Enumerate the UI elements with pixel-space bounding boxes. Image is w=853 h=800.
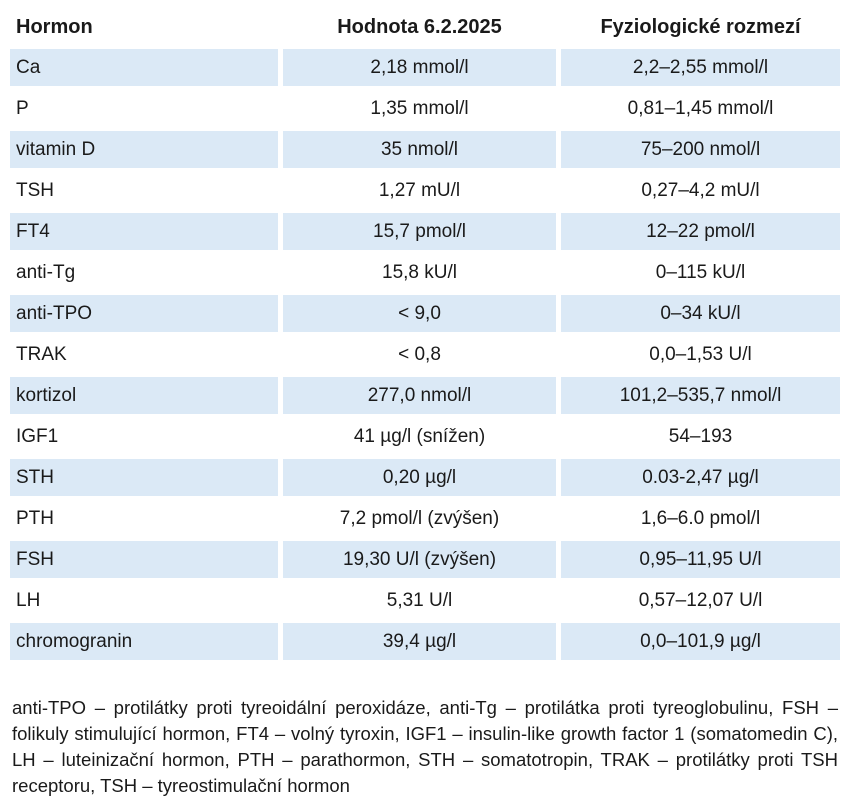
cell-range: 0,0–1,53 U/l [561, 336, 840, 373]
table-row: anti-TPO < 9,0 0–34 kU/l [10, 295, 840, 332]
cell-value: 1,35 mmol/l [283, 90, 556, 127]
cell-value: 15,7 pmol/l [283, 213, 556, 250]
table-row: IGF1 41 µg/l (snížen) 54–193 [10, 418, 840, 455]
cell-hormon: IGF1 [10, 418, 278, 455]
header-hormon: Hormon [16, 15, 93, 38]
cell-hormon: vitamin D [10, 131, 278, 168]
cell-range: 75–200 nmol/l [561, 131, 840, 168]
cell-hormon: TRAK [10, 336, 278, 373]
cell-range: 0,57–12,07 U/l [561, 582, 840, 619]
cell-range: 2,2–2,55 mmol/l [561, 49, 840, 86]
cell-range: 0.03-2,47 µg/l [561, 459, 840, 496]
table-row: PTH 7,2 pmol/l (zvýšen) 1,6–6.0 pmol/l [10, 500, 840, 537]
cell-range: 101,2–535,7 nmol/l [561, 377, 840, 414]
cell-hormon: anti-Tg [10, 254, 278, 291]
cell-hormon: anti-TPO [10, 295, 278, 332]
header-value: Hodnota 6.2.2025 [337, 15, 502, 38]
cell-value: 0,20 µg/l [283, 459, 556, 496]
cell-range: 0,27–4,2 mU/l [561, 172, 840, 209]
hormone-table: Hormon Hodnota 6.2.2025 Fyziologické roz… [5, 5, 845, 664]
cell-value: < 9,0 [283, 295, 556, 332]
table-row: TSH 1,27 mU/l 0,27–4,2 mU/l [10, 172, 840, 209]
header-range: Fyziologické rozmezí [600, 15, 801, 38]
cell-hormon: P [10, 90, 278, 127]
table-row: STH 0,20 µg/l 0.03-2,47 µg/l [10, 459, 840, 496]
cell-range: 0–34 kU/l [561, 295, 840, 332]
cell-value: 39,4 µg/l [283, 623, 556, 660]
cell-hormon: Ca [10, 49, 278, 86]
cell-hormon: TSH [10, 172, 278, 209]
cell-value: 277,0 nmol/l [283, 377, 556, 414]
table-row: kortizol 277,0 nmol/l 101,2–535,7 nmol/l [10, 377, 840, 414]
cell-value: 2,18 mmol/l [283, 49, 556, 86]
cell-range: 0–115 kU/l [561, 254, 840, 291]
cell-value: 15,8 kU/l [283, 254, 556, 291]
table-row: anti-Tg 15,8 kU/l 0–115 kU/l [10, 254, 840, 291]
cell-range: 12–22 pmol/l [561, 213, 840, 250]
cell-range: 54–193 [561, 418, 840, 455]
table-row: FT4 15,7 pmol/l 12–22 pmol/l [10, 213, 840, 250]
cell-range: 1,6–6.0 pmol/l [561, 500, 840, 537]
cell-hormon: LH [10, 582, 278, 619]
cell-hormon: chromogranin [10, 623, 278, 660]
cell-value: 1,27 mU/l [283, 172, 556, 209]
cell-value: 5,31 U/l [283, 582, 556, 619]
table-body: Ca 2,18 mmol/l 2,2–2,55 mmol/l P 1,35 mmol/l… [10, 49, 840, 660]
cell-value: 19,30 U/l (zvýšen) [283, 541, 556, 578]
table-row: chromogranin 39,4 µg/l 0,0–101,9 µg/l [10, 623, 840, 660]
table-row: Ca 2,18 mmol/l 2,2–2,55 mmol/l [10, 49, 840, 86]
table-footnote: anti-TPO – protilátky proti tyreoidální … [12, 696, 838, 796]
cell-value: < 0,8 [283, 336, 556, 373]
cell-hormon: kortizol [10, 377, 278, 414]
cell-hormon: FSH [10, 541, 278, 578]
cell-value: 41 µg/l (snížen) [283, 418, 556, 455]
table-row: vitamin D 35 nmol/l 75–200 nmol/l [10, 131, 840, 168]
cell-range: 0,81–1,45 mmol/l [561, 90, 840, 127]
table-row: FSH 19,30 U/l (zvýšen) 0,95–11,95 U/l [10, 541, 840, 578]
table-row: TRAK < 0,8 0,0–1,53 U/l [10, 336, 840, 373]
cell-value: 7,2 pmol/l (zvýšen) [283, 500, 556, 537]
table-row: P 1,35 mmol/l 0,81–1,45 mmol/l [10, 90, 840, 127]
cell-hormon: PTH [10, 500, 278, 537]
header-row: Hormon Hodnota 6.2.2025 Fyziologické roz… [10, 9, 840, 45]
table-header: Hormon Hodnota 6.2.2025 Fyziologické roz… [10, 9, 840, 45]
cell-hormon: FT4 [10, 213, 278, 250]
cell-value: 35 nmol/l [283, 131, 556, 168]
cell-hormon: STH [10, 459, 278, 496]
table-row: LH 5,31 U/l 0,57–12,07 U/l [10, 582, 840, 619]
cell-range: 0,95–11,95 U/l [561, 541, 840, 578]
cell-range: 0,0–101,9 µg/l [561, 623, 840, 660]
